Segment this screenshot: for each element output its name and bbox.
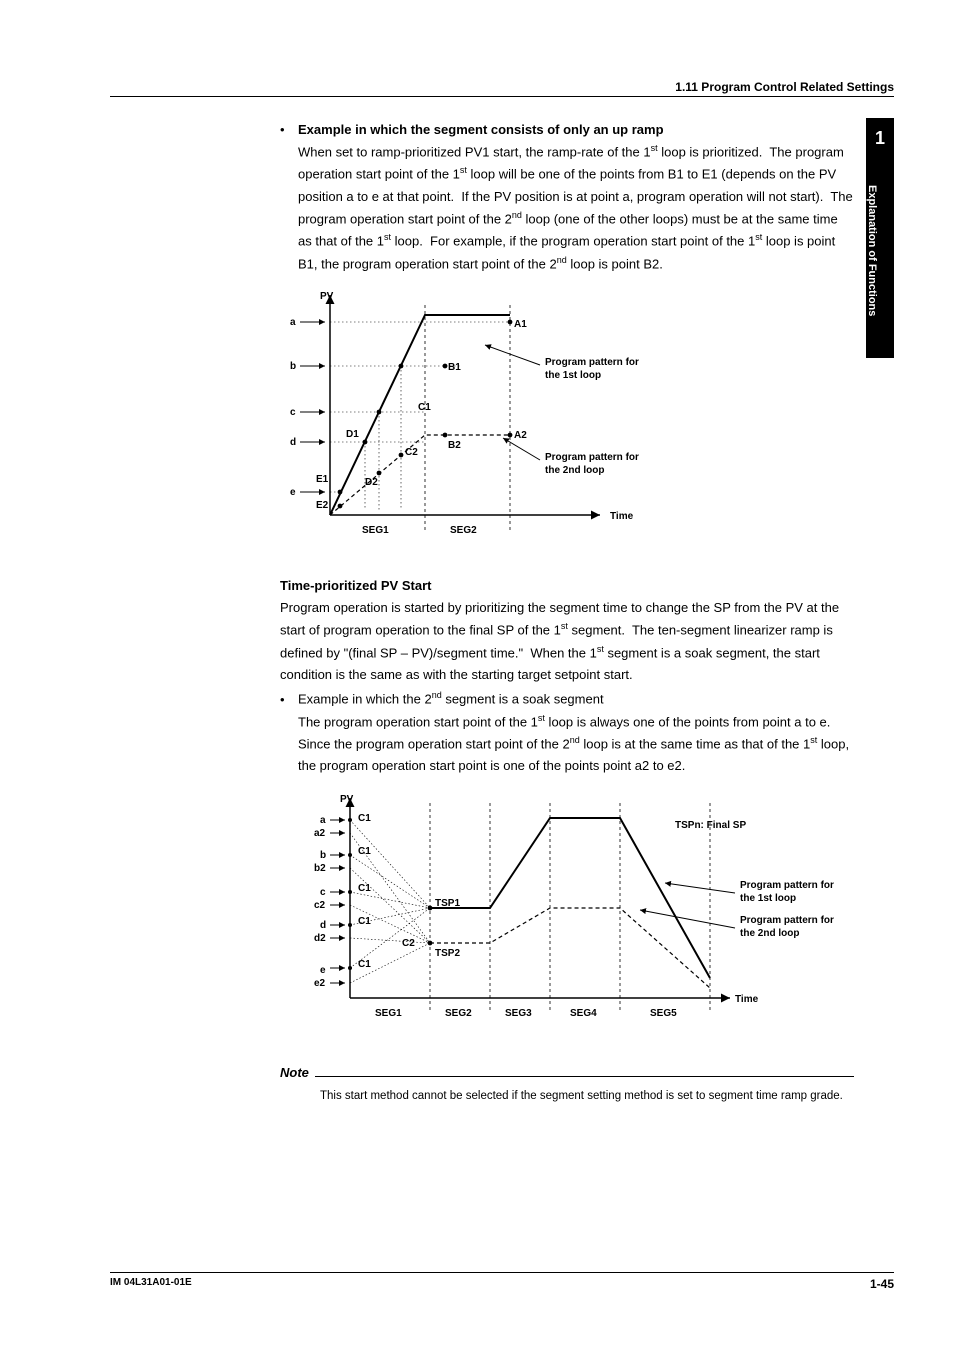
svg-text:Program pattern for: Program pattern for xyxy=(545,452,639,463)
svg-text:SEG1: SEG1 xyxy=(375,1008,402,1019)
chapter-number: 1 xyxy=(866,118,894,149)
svg-text:SEG5: SEG5 xyxy=(650,1008,677,1019)
svg-text:D2: D2 xyxy=(365,477,378,488)
svg-text:Program pattern for: Program pattern for xyxy=(545,357,639,368)
section2-bullet-text: Example in which the 2nd segment is a so… xyxy=(298,690,604,706)
svg-text:the 2nd loop: the 2nd loop xyxy=(740,928,799,939)
svg-text:a: a xyxy=(290,317,296,328)
svg-text:SEG2: SEG2 xyxy=(450,525,477,536)
svg-text:Program pattern for: Program pattern for xyxy=(740,915,834,926)
svg-text:SEG1: SEG1 xyxy=(362,525,389,536)
svg-text:the 1st loop: the 1st loop xyxy=(740,893,796,904)
svg-text:SEG3: SEG3 xyxy=(505,1008,532,1019)
section2-bullet: • Example in which the 2nd segment is a … xyxy=(280,690,854,706)
svg-text:C2: C2 xyxy=(402,938,415,949)
note-text: This start method cannot be selected if … xyxy=(320,1087,854,1105)
example-title: Example in which the segment consists of… xyxy=(298,122,664,137)
svg-text:PV: PV xyxy=(340,794,354,805)
svg-text:e2: e2 xyxy=(314,978,326,989)
note-heading: Note xyxy=(280,1061,854,1077)
svg-text:b: b xyxy=(320,850,326,861)
header-section: 1.11 Program Control Related Settings xyxy=(110,80,894,97)
svg-text:b2: b2 xyxy=(314,863,326,874)
diagram-2: PV Time a a2 b b2 c c2 xyxy=(280,788,854,1041)
svg-text:d2: d2 xyxy=(314,933,326,944)
svg-text:E1: E1 xyxy=(316,474,329,485)
svg-text:C1: C1 xyxy=(358,813,371,824)
svg-text:a: a xyxy=(320,815,326,826)
svg-text:Time: Time xyxy=(735,994,759,1005)
footer: IM 04L31A01-01E 1-45 xyxy=(110,1272,894,1291)
svg-text:a2: a2 xyxy=(314,828,326,839)
svg-text:A1: A1 xyxy=(514,319,527,330)
svg-text:B2: B2 xyxy=(448,440,461,451)
bullet-icon: • xyxy=(280,692,298,707)
example-bullet: • Example in which the segment consists … xyxy=(280,122,854,137)
svg-text:Time: Time xyxy=(610,511,634,522)
svg-text:D1: D1 xyxy=(346,429,359,440)
svg-text:C1: C1 xyxy=(358,959,371,970)
svg-text:SEG4: SEG4 xyxy=(570,1008,597,1019)
content-area: • Example in which the segment consists … xyxy=(280,122,854,1105)
svg-text:E2: E2 xyxy=(316,500,329,511)
svg-text:SEG2: SEG2 xyxy=(445,1008,472,1019)
chapter-label: Explanation of Functions xyxy=(866,149,878,341)
svg-text:Program pattern for: Program pattern for xyxy=(740,880,834,891)
svg-text:c: c xyxy=(320,887,326,898)
svg-text:C1: C1 xyxy=(358,883,371,894)
svg-text:C1: C1 xyxy=(358,916,371,927)
section2-body: Program operation is started by prioriti… xyxy=(280,597,854,686)
svg-text:d: d xyxy=(290,437,296,448)
svg-text:C2: C2 xyxy=(405,447,418,458)
footer-page: 1-45 xyxy=(870,1277,894,1291)
section2-heading: Time-prioritized PV Start xyxy=(280,578,854,593)
svg-text:the 2nd loop: the 2nd loop xyxy=(545,465,604,476)
section1-body: When set to ramp-prioritized PV1 start, … xyxy=(298,141,854,275)
svg-text:the 1st loop: the 1st loop xyxy=(545,370,601,381)
svg-text:C1: C1 xyxy=(358,846,371,857)
svg-text:c2: c2 xyxy=(314,900,326,911)
footer-doc-id: IM 04L31A01-01E xyxy=(110,1277,192,1288)
svg-text:e: e xyxy=(320,965,326,976)
svg-text:b: b xyxy=(290,361,296,372)
section2-bullet-body: The program operation start point of the… xyxy=(298,711,854,778)
svg-text:B1: B1 xyxy=(448,362,461,373)
bullet-icon: • xyxy=(280,122,298,137)
svg-text:e: e xyxy=(290,487,296,498)
svg-text:c: c xyxy=(290,407,296,418)
diagram-1: PV Time a b c d e Program pattern for xyxy=(280,285,854,558)
svg-text:TSPn: Final SP: TSPn: Final SP xyxy=(675,820,746,831)
svg-text:TSP2: TSP2 xyxy=(435,948,460,959)
svg-text:C1: C1 xyxy=(418,402,431,413)
svg-text:A2: A2 xyxy=(514,430,527,441)
svg-text:PV: PV xyxy=(320,291,334,302)
side-tab: 1 Explanation of Functions xyxy=(866,118,894,358)
svg-text:d: d xyxy=(320,920,326,931)
page: 1.11 Program Control Related Settings 1 … xyxy=(0,0,954,1351)
